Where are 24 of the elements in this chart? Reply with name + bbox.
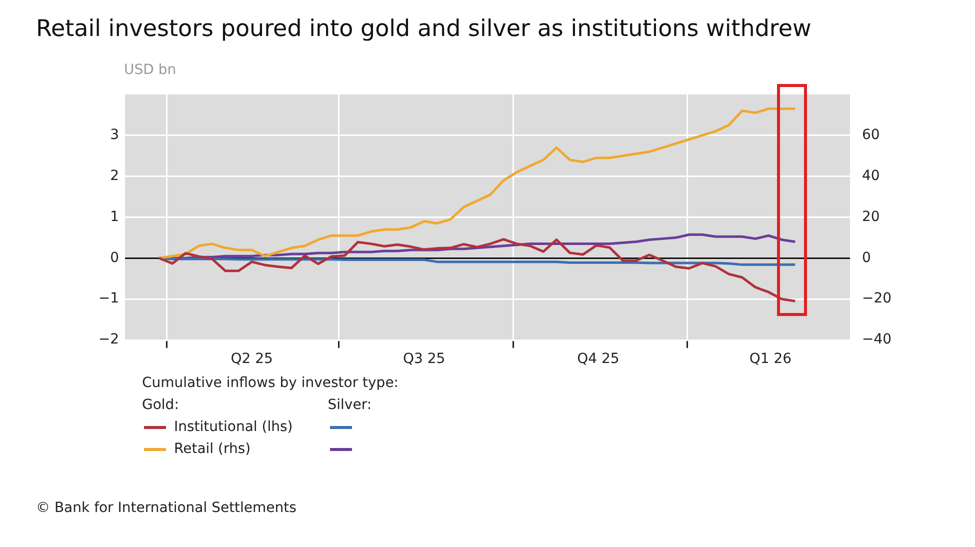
y-tick-label: 0 xyxy=(110,250,119,266)
y2-tick-label: 0 xyxy=(862,250,871,266)
text: © Bank for International Settlements xyxy=(36,500,296,516)
chart-title: Retail investors poured into gold and silver as institutions withdrew xyxy=(36,16,812,42)
x-tick-label: Q3 25 xyxy=(402,351,446,368)
y2-tick-label: 40 xyxy=(862,168,880,184)
y-tick-label: 2 xyxy=(110,168,119,184)
text: Gold: xyxy=(142,396,180,415)
y2-tick-label: 60 xyxy=(862,126,880,143)
y-tick-label: −1 xyxy=(98,290,119,307)
legend-label: Retail (rhs) xyxy=(173,440,252,459)
y-tick-label: 1 xyxy=(110,208,119,225)
y-axis-title: USD bn xyxy=(124,62,176,78)
y2-tick-label: −40 xyxy=(862,332,892,348)
y2-tick-label: −20 xyxy=(862,290,892,307)
y-tick-label: 3 xyxy=(110,126,119,143)
text: Silver: xyxy=(328,396,373,415)
legend-label: Institutional (lhs) xyxy=(173,418,294,437)
legend-title: Cumulative inflows by investor type: xyxy=(142,374,399,393)
y2-tick-label: 20 xyxy=(862,208,880,225)
x-tick-label: Q2 25 xyxy=(230,351,273,368)
x-tick-label: Q4 25 xyxy=(577,351,620,368)
x-tick-label: Q1 26 xyxy=(749,351,792,368)
y-tick-label: −2 xyxy=(98,332,119,348)
